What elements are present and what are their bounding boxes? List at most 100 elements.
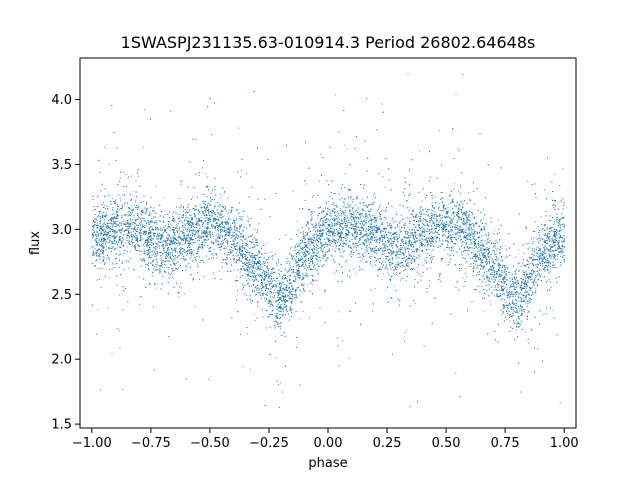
data-point	[109, 228, 111, 230]
data-point	[208, 209, 210, 210]
data-point	[155, 287, 157, 289]
data-point	[224, 239, 226, 241]
data-point	[393, 250, 395, 252]
data-point	[528, 294, 530, 295]
data-point	[359, 244, 361, 246]
data-point	[327, 250, 329, 252]
data-point	[380, 257, 381, 259]
data-point	[350, 198, 352, 199]
data-point	[154, 249, 156, 251]
data-point	[253, 237, 255, 239]
data-point	[257, 253, 259, 255]
data-point	[121, 242, 123, 244]
data-point	[281, 322, 282, 324]
data-point	[214, 207, 215, 209]
data-point	[476, 222, 478, 224]
data-point	[408, 256, 410, 258]
data-point	[398, 254, 400, 256]
data-point	[160, 238, 162, 240]
data-point	[479, 225, 481, 227]
data-point	[371, 235, 373, 237]
data-point	[317, 241, 319, 243]
data-point	[130, 251, 131, 253]
data-point	[432, 243, 434, 245]
data-point	[448, 233, 449, 234]
data-point	[535, 247, 537, 249]
data-point	[535, 255, 537, 257]
data-point	[301, 291, 303, 293]
data-point	[543, 235, 545, 237]
data-point	[546, 233, 548, 234]
data-point	[441, 229, 443, 230]
data-point	[334, 272, 335, 274]
data-point	[497, 264, 499, 266]
data-point	[400, 251, 402, 253]
data-point	[423, 239, 425, 241]
data-point	[350, 203, 352, 205]
data-point	[366, 217, 368, 219]
data-point	[516, 324, 518, 326]
data-point	[384, 238, 386, 239]
data-point	[501, 282, 503, 284]
data-point	[349, 210, 351, 212]
data-point	[173, 258, 174, 260]
data-point	[173, 260, 175, 261]
data-point	[239, 253, 241, 255]
data-point	[196, 251, 198, 253]
data-point	[488, 248, 489, 249]
data-point	[336, 235, 338, 237]
data-point	[533, 270, 535, 272]
data-point	[206, 223, 208, 225]
data-point	[360, 244, 362, 246]
data-point	[161, 263, 163, 265]
data-point	[488, 278, 490, 280]
data-point	[119, 209, 121, 210]
data-point	[442, 228, 444, 230]
data-point	[96, 244, 98, 246]
data-point	[125, 225, 126, 227]
data-point	[340, 255, 342, 257]
data-point	[224, 247, 226, 249]
data-point	[282, 298, 284, 299]
data-point	[312, 281, 314, 282]
data-point	[122, 235, 124, 237]
data-point	[337, 206, 339, 208]
data-point	[135, 230, 137, 231]
data-point	[331, 224, 333, 225]
data-point	[201, 224, 203, 226]
data-point	[143, 251, 145, 253]
data-point	[179, 253, 181, 255]
data-point	[210, 228, 212, 230]
data-point	[246, 248, 248, 250]
data-point	[517, 248, 519, 250]
data-point	[432, 232, 434, 234]
data-point	[306, 244, 308, 245]
data-point	[171, 224, 173, 226]
data-point	[385, 209, 387, 211]
data-point	[471, 230, 473, 232]
data-point	[344, 187, 345, 188]
data-point	[307, 233, 309, 235]
data-point	[504, 257, 506, 259]
data-point	[99, 255, 100, 257]
data-point	[288, 287, 289, 289]
data-point	[558, 218, 560, 220]
data-point	[512, 283, 514, 285]
data-point	[551, 226, 553, 228]
data-point	[306, 284, 308, 286]
data-point	[513, 311, 515, 312]
data-point	[327, 231, 328, 232]
data-point	[532, 243, 533, 244]
data-point	[473, 253, 475, 255]
data-point	[261, 267, 263, 269]
data-point	[408, 237, 409, 238]
data-point	[172, 213, 174, 215]
data-point	[143, 147, 145, 149]
data-point	[191, 221, 193, 223]
data-point	[443, 233, 445, 235]
data-point	[120, 247, 122, 249]
data-point	[105, 241, 107, 243]
data-point	[139, 221, 141, 223]
data-point	[167, 225, 169, 227]
data-point	[383, 252, 385, 254]
